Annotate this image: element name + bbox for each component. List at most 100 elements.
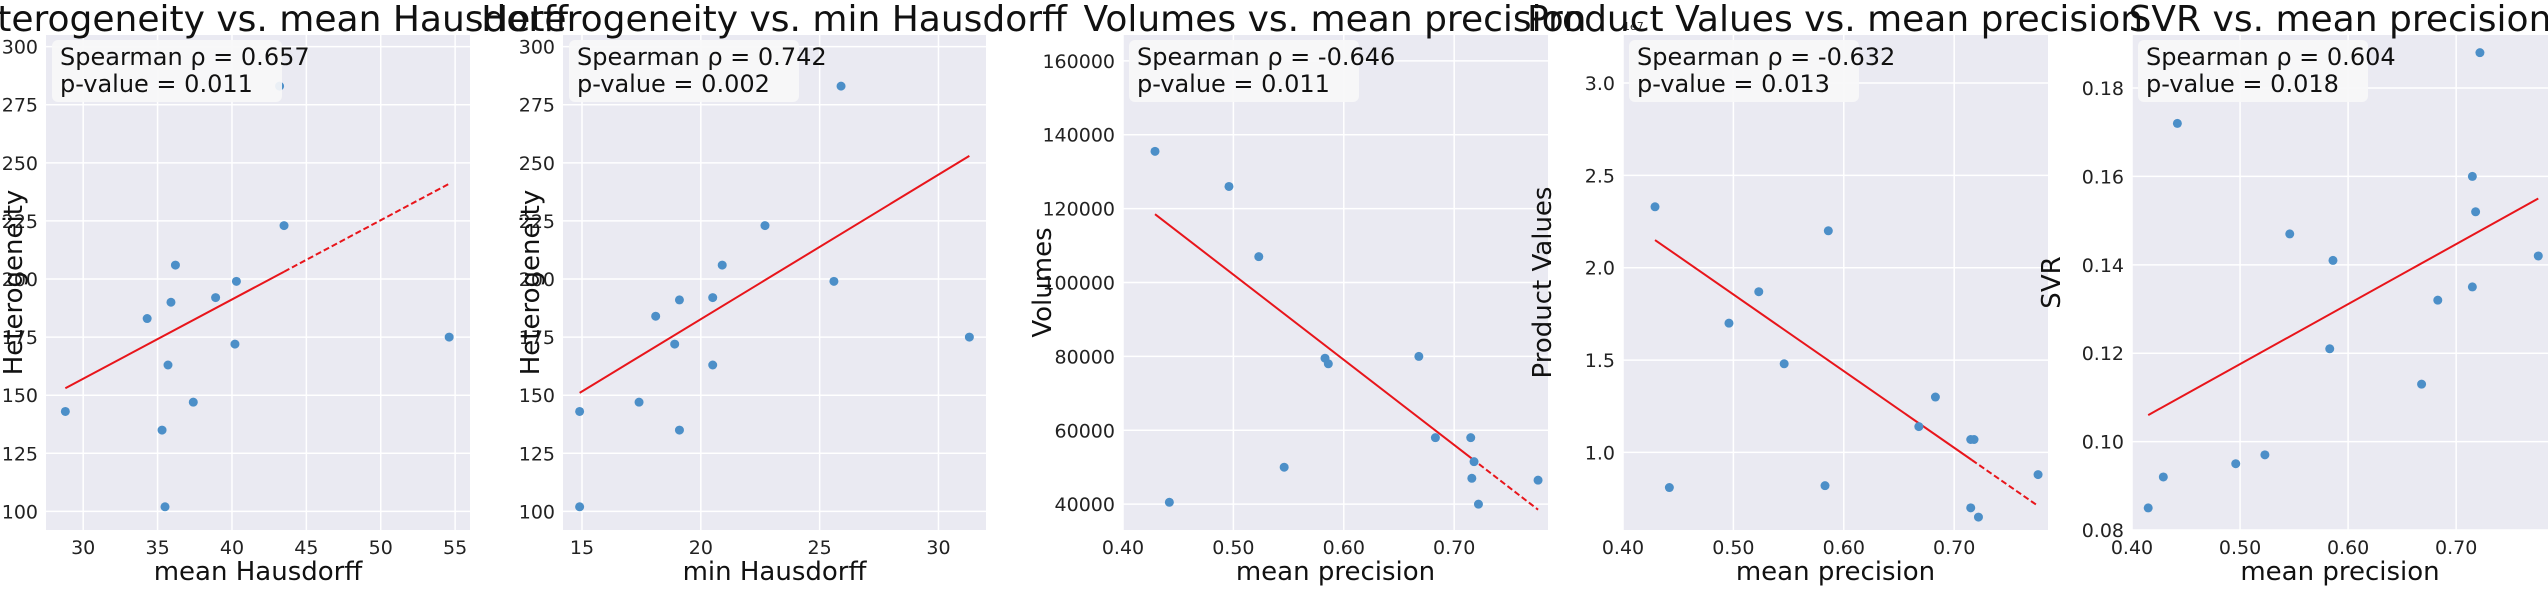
data-point	[2328, 255, 2338, 265]
data-point	[836, 81, 846, 91]
data-point	[1754, 287, 1764, 297]
y-tick-label: 125	[519, 443, 555, 465]
data-point	[634, 397, 644, 407]
spearman-label: Spearman ρ = 0.604	[2146, 43, 2396, 71]
x-tick-label: 0.70	[2435, 537, 2477, 559]
data-point	[708, 293, 718, 303]
data-point	[1724, 318, 1734, 328]
p-value-label: p-value = 0.011	[1137, 70, 1330, 98]
x-tick-label: 0.40	[1602, 537, 1644, 559]
x-tick-label: 20	[689, 537, 713, 559]
y-tick-label: 80000	[1055, 346, 1115, 368]
spearman-label: Spearman ρ = -0.632	[1637, 43, 1895, 71]
y-tick-label: 175	[519, 327, 555, 349]
y-tick-label: 200	[2, 269, 38, 291]
spearman-label: Spearman ρ = 0.742	[577, 43, 827, 71]
data-point	[1820, 481, 1830, 491]
data-point	[2467, 282, 2477, 292]
y-tick-label: 250	[2, 153, 38, 175]
y-tick-label: 250	[519, 153, 555, 175]
p-value-label: p-value = 0.013	[1637, 70, 1830, 98]
chart-panel-4: 1.0 1.5 2.0 2.5 3.0 0.40 0.50 0.60 0.70 1e7 Spearm…	[1527, 0, 2143, 587]
y-tick-label: 1.5	[1585, 350, 1615, 372]
chart-panel-1: 100 125 150 175 200 225 250 275 300 30 35 40 45 50 55 S…	[0, 0, 569, 587]
data-point	[1150, 146, 1160, 156]
data-point	[1973, 512, 1983, 522]
data-point	[575, 406, 585, 416]
x-tick-label: 0.60	[1323, 537, 1365, 559]
y-tick-label: 0.08	[2082, 520, 2124, 542]
y-tick-label: 100	[2, 501, 38, 523]
y-tick-label: 225	[519, 211, 555, 233]
data-point	[231, 276, 241, 286]
x-tick-label: 0.40	[2111, 537, 2153, 559]
x-axis-label: mean precision	[2240, 557, 2439, 587]
y-tick-label: 300	[2, 37, 38, 59]
data-point	[964, 332, 974, 342]
data-point	[1533, 475, 1543, 485]
annotation-box	[52, 40, 282, 102]
y-tick-label: 0.12	[2082, 343, 2124, 365]
y-exponent-label: 1e7	[1623, 20, 1644, 33]
data-point	[708, 360, 718, 370]
data-point	[163, 360, 173, 370]
x-tick-label: 15	[570, 537, 594, 559]
data-point	[2325, 344, 2335, 354]
annotation-box	[2138, 40, 2368, 102]
data-point	[2231, 459, 2241, 469]
trend-line	[579, 154, 970, 394]
data-point	[1323, 359, 1333, 369]
p-value-label: p-value = 0.011	[60, 70, 253, 98]
plot-area	[563, 35, 986, 530]
data-point	[188, 397, 198, 407]
data-point	[717, 260, 727, 270]
y-tick-label: 160000	[1042, 51, 1115, 73]
spearman-label: Spearman ρ = -0.646	[1137, 43, 1395, 71]
data-point	[760, 221, 770, 231]
chart-panel-2: 100 125 150 175 200 225 250 275 300 15 20 25 30 Spear…	[481, 0, 1068, 587]
x-tick-label: 40	[220, 537, 244, 559]
data-point	[670, 339, 680, 349]
data-point	[2158, 472, 2168, 482]
data-point	[170, 260, 180, 270]
data-point	[1164, 497, 1174, 507]
trend-line	[2147, 197, 2539, 416]
chart-panel-3: 40000 60000 80000 100000 120000 140000 160000 0…	[1028, 0, 1586, 587]
x-axis-label: mean precision	[1736, 557, 1935, 587]
data-point	[1914, 422, 1924, 432]
chart-title: Product Values vs. mean precision	[1527, 0, 2143, 40]
plot-area	[46, 35, 470, 530]
data-point	[2172, 118, 2182, 128]
x-tick-label: 0.60	[1823, 537, 1865, 559]
p-value-label: p-value = 0.018	[2146, 70, 2339, 98]
y-axis-label: Volumes	[1028, 227, 1058, 337]
data-point	[211, 293, 221, 303]
plot-area	[2132, 35, 2548, 530]
y-axis-label: Product Values	[1528, 187, 1558, 379]
y-tick-label: 275	[2, 95, 38, 117]
x-tick-label: 45	[294, 537, 318, 559]
data-point	[1650, 202, 1660, 212]
y-tick-label: 150	[2, 385, 38, 407]
data-point	[230, 339, 240, 349]
data-point	[444, 332, 454, 342]
x-axis-label: mean Hausdorff	[154, 557, 364, 587]
x-tick-label: 0.70	[1933, 537, 1975, 559]
data-point	[651, 311, 661, 321]
y-tick-label: 100000	[1042, 273, 1115, 295]
spearman-label: Spearman ρ = 0.657	[60, 43, 310, 71]
data-point	[1779, 359, 1789, 369]
y-axis-label: Heterogeneity	[516, 190, 546, 376]
y-tick-label: 300	[519, 37, 555, 59]
data-point	[1823, 226, 1833, 236]
data-point	[2475, 48, 2485, 58]
data-point	[1254, 252, 1264, 262]
x-tick-label: 25	[808, 537, 832, 559]
x-tick-label: 55	[443, 537, 467, 559]
chart-title: Volumes vs. mean precision	[1084, 0, 1587, 40]
y-tick-label: 1.0	[1585, 442, 1615, 464]
trend-line	[64, 270, 285, 390]
x-tick-label: 50	[369, 537, 393, 559]
y-tick-label: 40000	[1055, 494, 1115, 516]
